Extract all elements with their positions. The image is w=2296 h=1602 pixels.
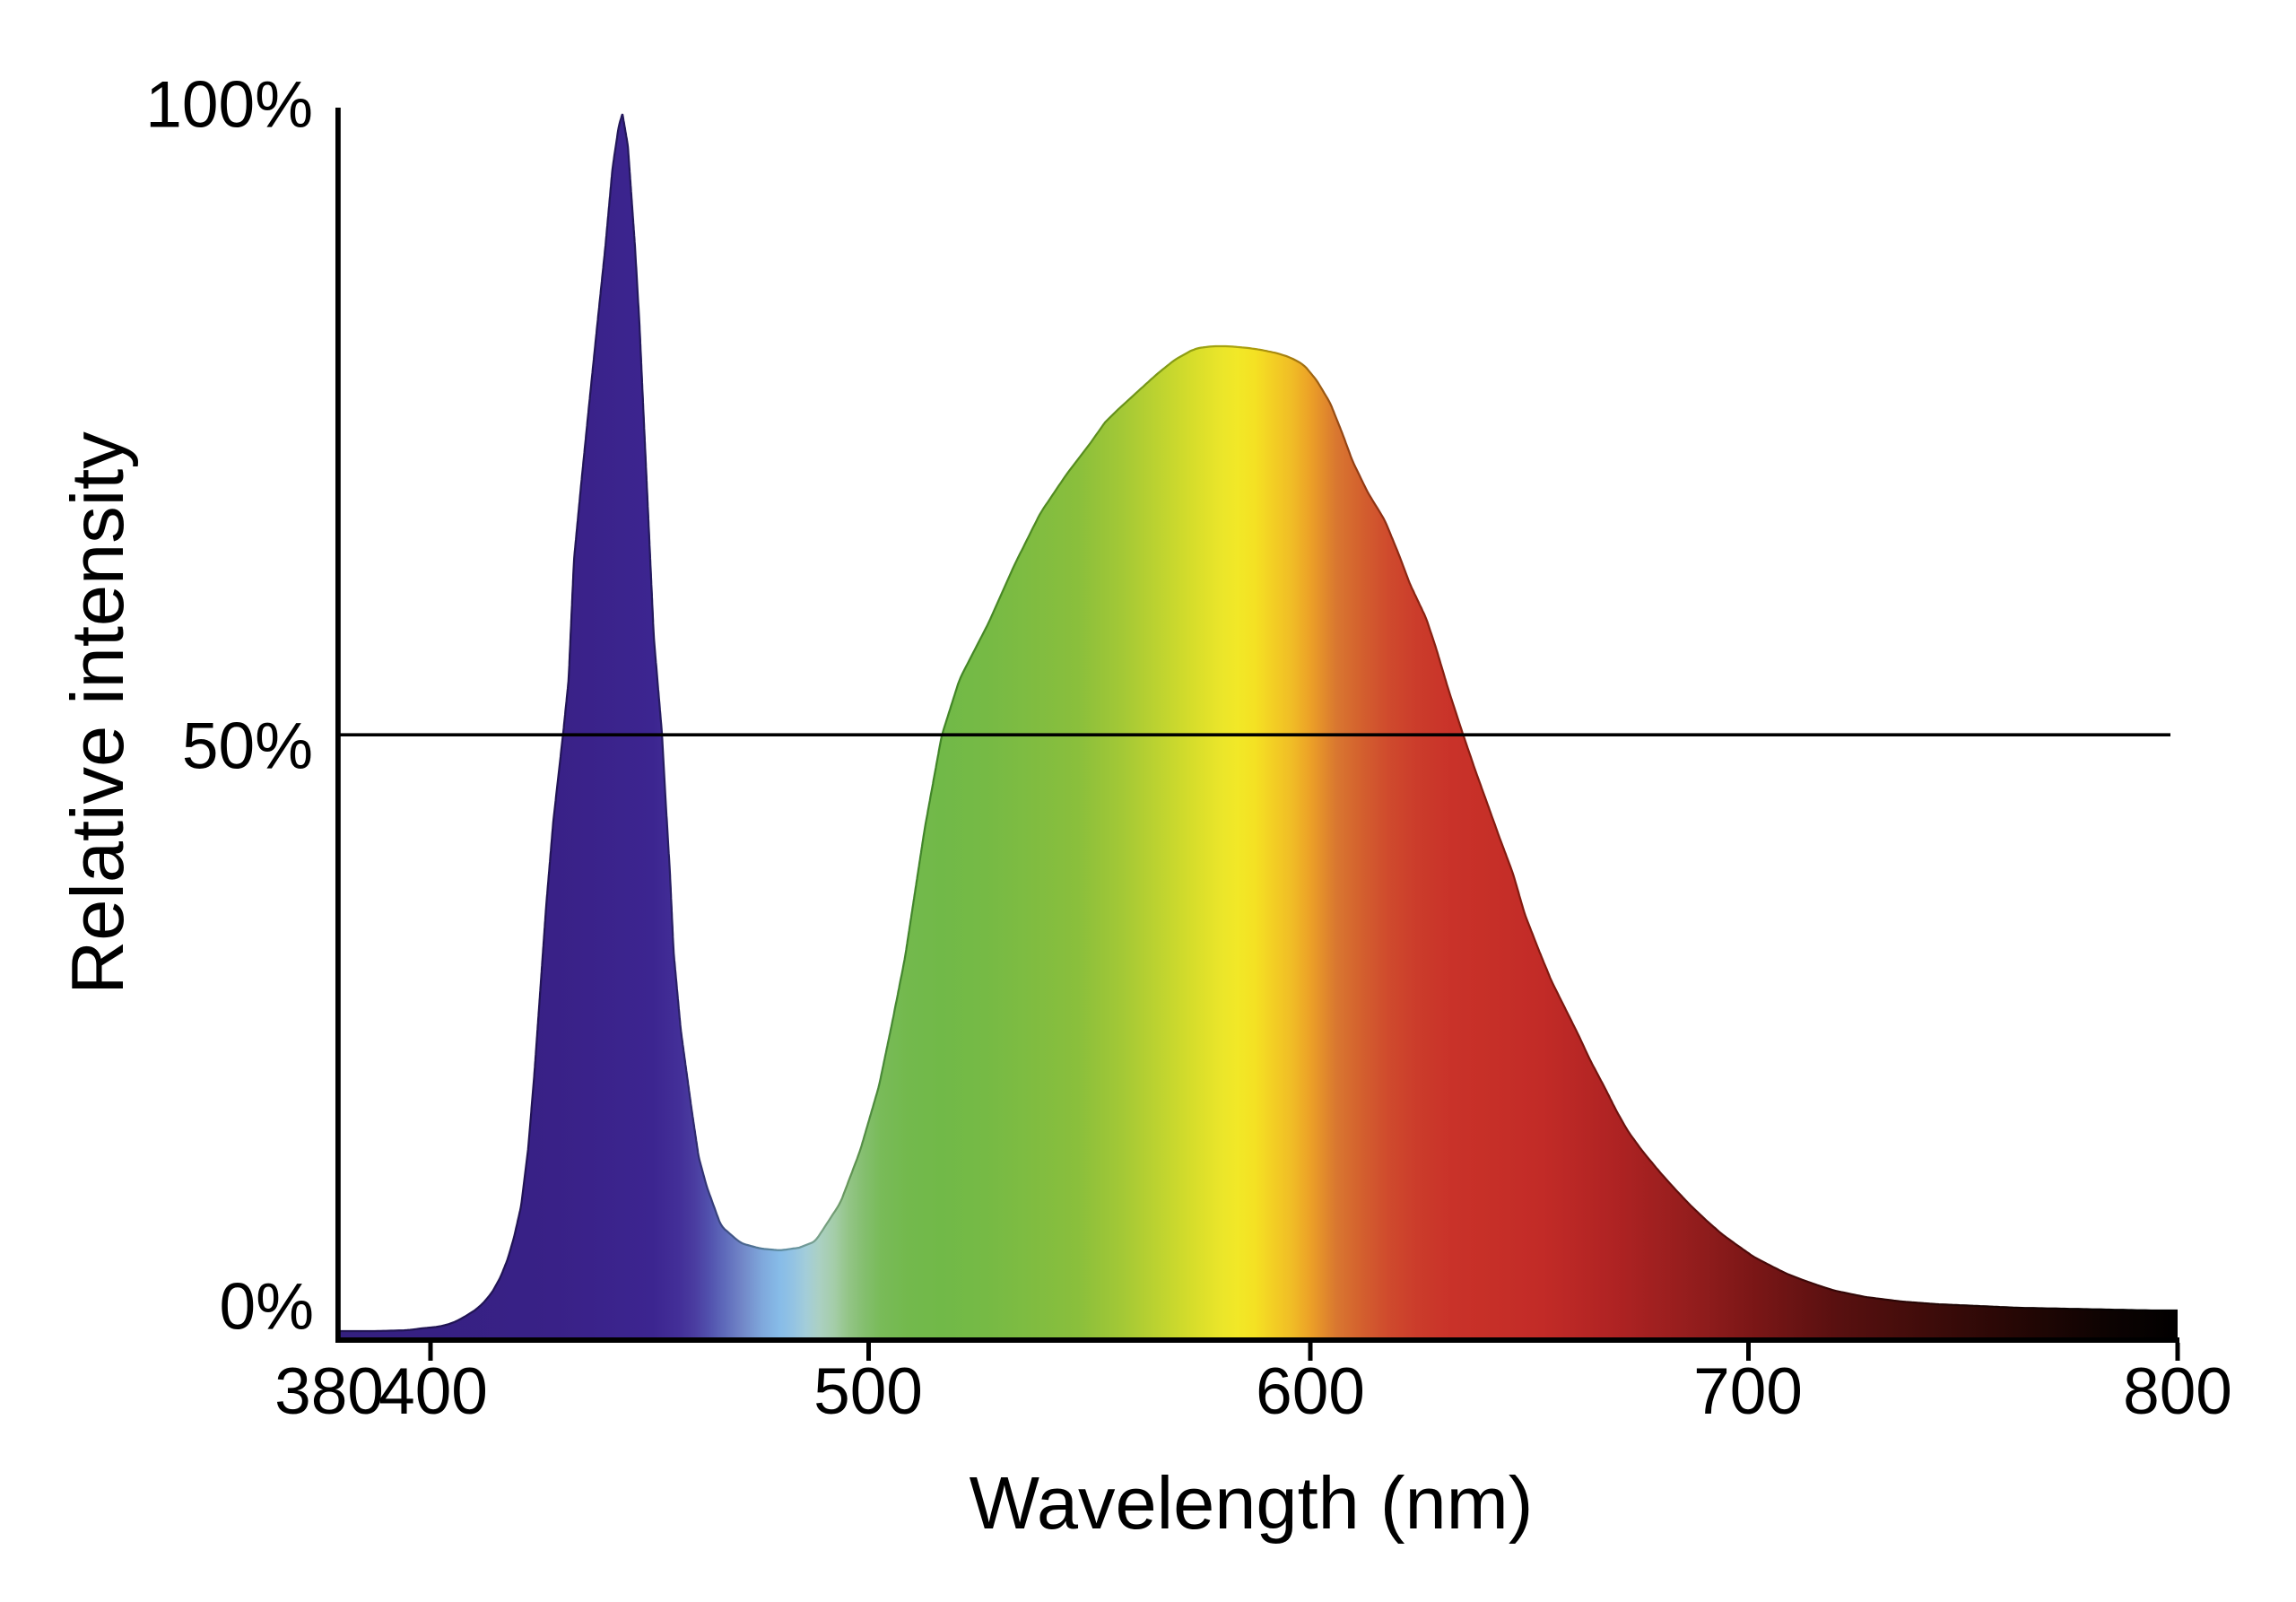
svg-text:100%: 100% (145, 69, 313, 142)
svg-text:Wavelength (nm): Wavelength (nm) (970, 1461, 1534, 1545)
svg-text:700: 700 (1693, 1355, 1803, 1428)
svg-text:380: 380 (274, 1355, 384, 1428)
svg-text:600: 600 (1256, 1355, 1365, 1428)
svg-text:Relative intensity: Relative intensity (56, 431, 139, 995)
svg-text:50%: 50% (182, 710, 313, 783)
svg-text:0%: 0% (219, 1271, 314, 1344)
svg-text:400: 400 (378, 1355, 488, 1428)
svg-text:800: 800 (2123, 1355, 2232, 1428)
svg-text:500: 500 (813, 1355, 923, 1428)
